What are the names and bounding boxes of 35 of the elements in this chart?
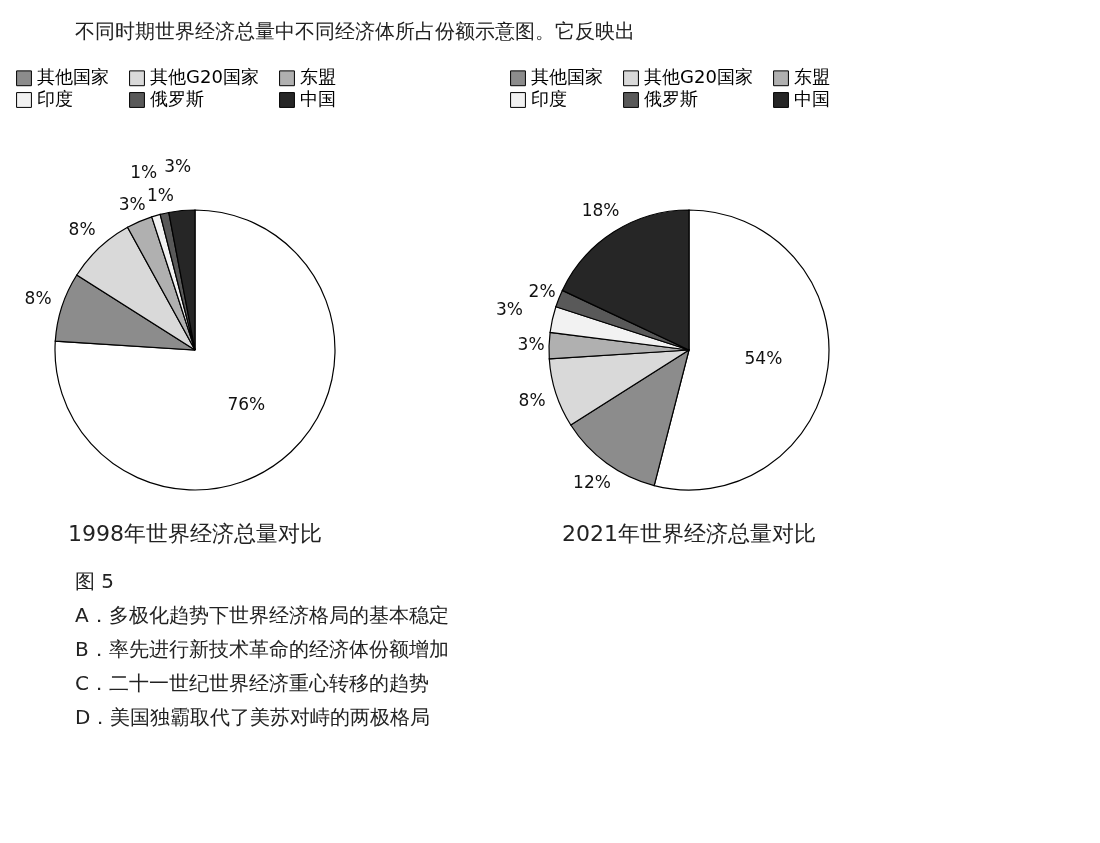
legend-label: 中国 xyxy=(794,88,830,109)
data-label: 12% xyxy=(573,472,611,493)
data-label: 76% xyxy=(227,393,266,414)
data-label: 8% xyxy=(24,288,52,309)
data-label: 2% xyxy=(528,280,556,301)
legend-label: 其他G20国家 xyxy=(644,66,753,88)
legend-label: 其他G20国家 xyxy=(150,66,259,88)
data-label: 3% xyxy=(118,193,146,214)
text: 2021年世界经济总量对比 xyxy=(562,521,816,546)
legend-label: 中国 xyxy=(300,88,336,109)
text: 不同时期世界经济总量中不同经济体所占份额示意图。它反映出 xyxy=(75,19,635,43)
data-label: 18% xyxy=(581,199,620,220)
data-label: 1% xyxy=(147,184,175,205)
legend-label: 东盟 xyxy=(794,66,830,88)
text: D．美国独霸取代了美苏对峙的两极格局 xyxy=(75,705,431,729)
text: C．二十一世纪世界经济重心转移的趋势 xyxy=(75,671,429,695)
legend-label: 东盟 xyxy=(300,66,336,88)
legend-label: 俄罗斯 xyxy=(150,88,204,109)
pie-slice xyxy=(54,209,336,491)
legend-label: 俄罗斯 xyxy=(644,88,698,109)
data-label: 8% xyxy=(518,389,546,410)
text: A．多极化趋势下世界经济格局的基本稳定 xyxy=(75,603,449,627)
data-label: 3% xyxy=(164,155,192,176)
data-label: 3% xyxy=(495,298,523,319)
legend-label: 其他国家 xyxy=(531,66,603,88)
data-label: 8% xyxy=(68,218,96,239)
data-label: 54% xyxy=(744,348,783,369)
legend-label: 印度 xyxy=(531,88,567,109)
text: B．率先进行新技术革命的经济体份额增加 xyxy=(75,637,449,661)
legend-label: 印度 xyxy=(37,88,73,109)
text: 1998年世界经济总量对比 xyxy=(68,521,322,546)
data-label: 3% xyxy=(517,334,545,355)
data-label: 1% xyxy=(130,162,158,183)
caption: 图 5 xyxy=(75,569,115,593)
legend-label: 其他国家 xyxy=(37,66,109,88)
